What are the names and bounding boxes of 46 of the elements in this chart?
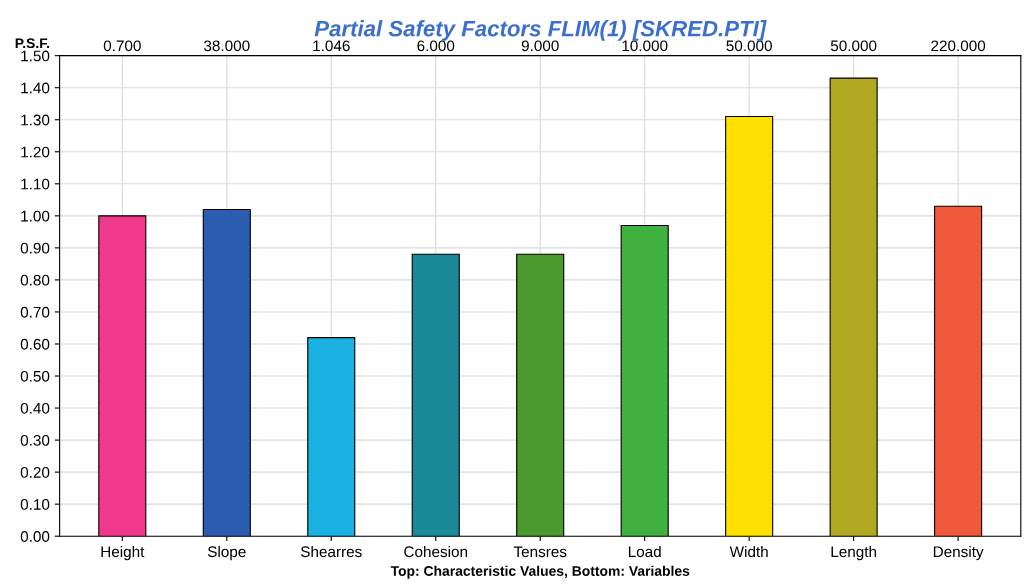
y-tick-label: 0.40 (20, 402, 50, 414)
y-tick-label: 0.00 (20, 531, 50, 542)
text: 9.000 (521, 40, 559, 52)
y-tick-label: 1.30 (21, 114, 50, 126)
y-tick-label: 0.90 (20, 242, 50, 254)
y-tick-label: 1.20 (21, 146, 50, 158)
y-tick-label: 0.20 (20, 466, 50, 478)
x-axis-title: Top: Characteristic Values, Bottom: Variables (390, 565, 690, 579)
text: 1.046 (313, 40, 350, 52)
bar (725, 115, 774, 537)
x-tick-label: Length (831, 545, 877, 561)
text: 50.000 (830, 40, 877, 52)
chart-title: Partial Safety Factors FLIM(1) [SKRED.PTI] (314, 20, 767, 41)
y-tick-label: 1.40 (21, 82, 50, 94)
y-tick-label: 1.00 (21, 210, 50, 222)
y-tick-label: 0.70 (20, 306, 50, 318)
x-tick-label: Tensres (513, 546, 567, 558)
text: 38.000 (204, 40, 250, 52)
y-tick-label: 1.50 (21, 50, 50, 62)
x-tick-label: Density (933, 545, 984, 561)
x-tick-label: Cohesion (404, 545, 468, 558)
bar (829, 77, 878, 537)
text: 10.000 (622, 40, 668, 52)
text: 50.000 (726, 40, 772, 52)
y-tick-label: 0.50 (20, 370, 50, 382)
bar (202, 208, 251, 537)
bar (307, 337, 356, 537)
x-tick-label: Slope (207, 545, 246, 561)
bar (98, 215, 147, 537)
y-tick-label: 0.10 (20, 499, 50, 510)
y-tick-label: 0.30 (20, 434, 50, 446)
text: 6.000 (417, 40, 455, 52)
x-tick-label: Load (628, 545, 661, 558)
bar (411, 253, 460, 537)
x-tick-label: Height (101, 545, 145, 561)
y-tick-label: 0.80 (20, 274, 50, 286)
y-tick-label: 1.10 (21, 178, 50, 190)
bar (934, 205, 983, 537)
y-tick-label: 0.60 (20, 338, 50, 350)
bar (620, 224, 669, 537)
bar (516, 253, 565, 537)
text: 220.000 (931, 40, 986, 52)
x-tick-label: Shearres (300, 545, 362, 558)
text: 0.700 (103, 40, 141, 52)
x-tick-label: Width (729, 545, 768, 558)
y-axis-title: P.S.F. (15, 38, 50, 49)
